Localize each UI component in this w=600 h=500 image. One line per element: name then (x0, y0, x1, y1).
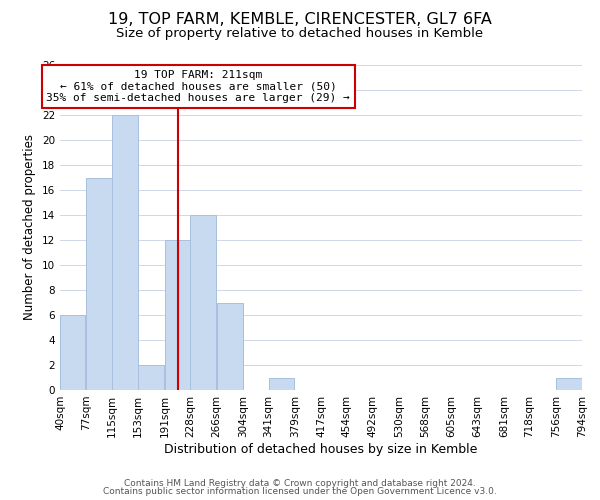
X-axis label: Distribution of detached houses by size in Kemble: Distribution of detached houses by size … (164, 442, 478, 456)
Bar (86, 178, 112, 390)
Text: Contains public sector information licensed under the Open Government Licence v3: Contains public sector information licen… (103, 487, 497, 496)
Bar (190, 215, 216, 390)
Bar (269, 378, 295, 390)
Bar (60, 315, 85, 390)
Y-axis label: Number of detached properties: Number of detached properties (23, 134, 37, 320)
Text: 19, TOP FARM, KEMBLE, CIRENCESTER, GL7 6FA: 19, TOP FARM, KEMBLE, CIRENCESTER, GL7 6… (108, 12, 492, 28)
Bar (139, 365, 164, 390)
Text: Size of property relative to detached houses in Kemble: Size of property relative to detached ho… (116, 28, 484, 40)
Bar (217, 302, 242, 390)
Text: 19 TOP FARM: 211sqm
← 61% of detached houses are smaller (50)
35% of semi-detach: 19 TOP FARM: 211sqm ← 61% of detached ho… (46, 70, 350, 103)
Bar (112, 115, 138, 390)
Text: Contains HM Land Registry data © Crown copyright and database right 2024.: Contains HM Land Registry data © Crown c… (124, 478, 476, 488)
Bar (556, 378, 582, 390)
Bar (165, 240, 190, 390)
